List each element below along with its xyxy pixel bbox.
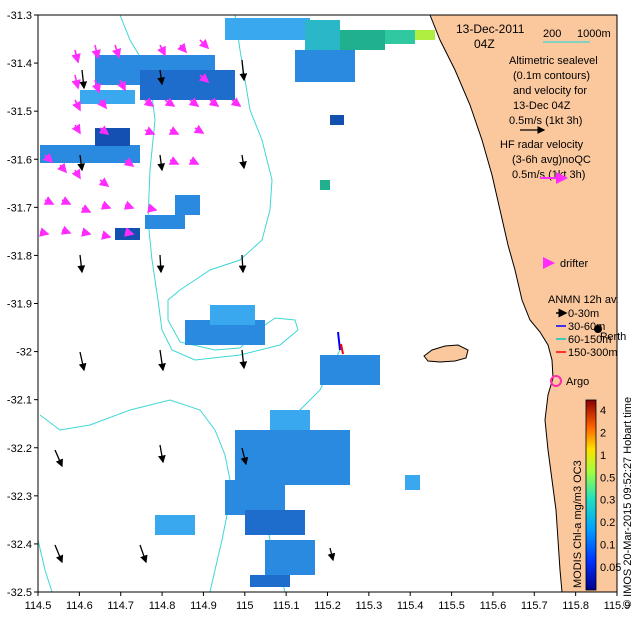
y-tick-label: -32	[16, 347, 32, 359]
x-tick-label: 115.7	[521, 600, 548, 612]
x-tick-label: 115	[236, 600, 254, 612]
contour-200m	[119, 14, 299, 361]
x-tick-label: 115.9	[604, 600, 631, 612]
contour-west	[37, 539, 53, 593]
x-tick-label: 114.5	[25, 600, 52, 612]
x-tick-label: 114.9	[190, 600, 217, 612]
anmn-legend: 0-30m 30-60m 60-150m 150-300m	[556, 308, 618, 359]
chlorophyll-pixels	[40, 18, 435, 587]
colorbar-tick-label: 0.1	[600, 540, 615, 552]
perth-label: Perth	[600, 331, 626, 343]
x-tick-label: 115.2	[314, 600, 341, 612]
colorbar-label: MODIS Chl-a mg/m3 OC3	[572, 460, 584, 588]
colorbar-tick-label: 0.5	[600, 472, 615, 484]
anmn-title: ANMN 12h av.	[548, 294, 619, 306]
hf-legend-line-3: 0.5m/s (1kt 3h)	[512, 169, 585, 181]
depth-200-label: 200	[543, 28, 561, 40]
x-tick-label: 114.8	[149, 600, 176, 612]
alt-legend-line-3: and velocity for	[513, 85, 587, 97]
anmn-item-1: 0-30m	[568, 308, 599, 320]
colorbar-tick-label: 0.3	[600, 495, 615, 507]
x-tick-label: 115.1	[273, 600, 300, 612]
colorbar-tick-label: 2	[600, 427, 606, 439]
anmn-item-3: 60-150m	[568, 334, 611, 346]
argo-marker	[550, 375, 562, 387]
x-tick-label: 115.5	[438, 600, 465, 612]
x-tick-label: 115.3	[355, 600, 382, 612]
y-tick-label: -31.8	[7, 250, 32, 262]
land-mass	[429, 14, 618, 593]
y-tick-label: -31.5	[7, 106, 32, 118]
altimetry-arrows	[54, 59, 336, 564]
anmn-item-4: 150-300m	[568, 347, 618, 359]
island	[423, 344, 469, 363]
x-axis: 114.5 114.6 114.7 114.8 114.9 115 115.1 115.2 11…	[25, 592, 631, 612]
y-tick-label: -31.9	[7, 299, 32, 311]
colorbar-tick-label: 1	[600, 450, 606, 462]
alt-legend-line-4: 13-Dec 04Z	[513, 100, 571, 112]
y-tick-label: -31.6	[7, 154, 32, 166]
depth-1000-label: 1000m	[577, 28, 611, 40]
y-tick-label: -32.3	[7, 491, 32, 503]
x-tick-label: 115.6	[480, 600, 507, 612]
hf-legend-line-1: HF radar velocity	[500, 139, 584, 151]
credit-text: © IMOS 20-Mar-2015 09:52:27 Hobart time	[622, 397, 634, 608]
y-axis: -31.3 -31.4 -31.5 -31.6 -31.7 -31.8 -31.9 -32 -3…	[7, 10, 38, 599]
y-tick-label: -32.5	[7, 587, 32, 599]
colorbar-tick-label: 4	[600, 405, 606, 417]
hf-radar-arrows	[39, 38, 242, 240]
hf-legend-line-2: (3-6h avg)noQC	[512, 154, 591, 166]
x-tick-label: 115.8	[562, 600, 589, 612]
map-time: 04Z	[474, 37, 495, 51]
alt-legend-line-1: Altimetric sealevel	[509, 55, 598, 67]
map-date: 13-Dec-2011	[456, 22, 525, 36]
colorbar-ticks: 4 2 1 0.5 0.3 0.2 0.1 0.05	[600, 405, 621, 574]
colorbar-tick-label: 0.2	[600, 517, 615, 529]
anmn-mooring-red	[340, 343, 344, 355]
y-tick-label: -32.4	[7, 539, 32, 551]
y-tick-label: -31.3	[7, 10, 32, 22]
drifter-label: drifter	[560, 258, 588, 270]
alt-legend-line-2: (0.1m contours)	[513, 70, 590, 82]
y-tick-label: -31.4	[7, 58, 32, 70]
perth-marker	[594, 325, 602, 333]
alt-legend-line-5: 0.5m/s (1kt 3h)	[509, 115, 582, 127]
argo-label: Argo	[566, 376, 589, 388]
y-tick-label: -32.1	[7, 395, 32, 407]
y-tick-label: -32.2	[7, 443, 32, 455]
x-tick-label: 114.6	[66, 600, 93, 612]
colorbar	[585, 399, 597, 591]
y-tick-label: -31.7	[7, 202, 32, 214]
colorbar-tick-label: 0.05	[600, 562, 621, 574]
contour-deep	[39, 399, 231, 593]
x-tick-label: 115.4	[397, 600, 424, 612]
anmn-mooring-blue	[337, 331, 341, 351]
x-tick-label: 114.7	[107, 600, 134, 612]
